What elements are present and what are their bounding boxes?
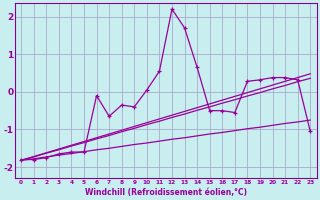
X-axis label: Windchill (Refroidissement éolien,°C): Windchill (Refroidissement éolien,°C) (85, 188, 247, 197)
